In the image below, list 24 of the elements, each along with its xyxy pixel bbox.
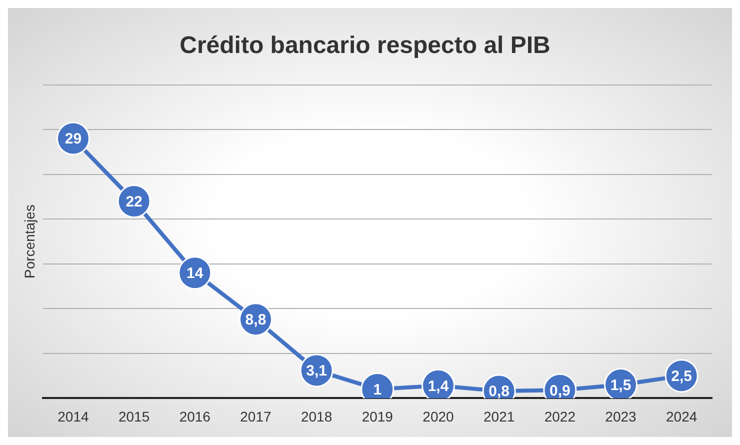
data-label: 29 [64,130,82,148]
data-label: 1,5 [610,376,632,394]
x-tick-label: 2021 [483,408,515,424]
x-tick-label: 2015 [118,408,150,424]
x-tick-label: 2019 [362,408,394,424]
data-label: 14 [186,264,204,282]
data-label: 8,8 [245,312,266,329]
x-tick-label: 2022 [544,408,576,424]
x-tick-label: 2024 [666,408,698,424]
data-label: 1,4 [428,378,450,395]
x-tick-label: 2020 [422,408,454,424]
y-axis-title: Porcentajes [21,204,38,278]
x-tick-label: 2017 [240,408,272,424]
data-label: 0,9 [549,382,570,400]
data-label: 2,5 [671,368,692,385]
x-tick-label: 2016 [179,408,211,424]
data-label: 22 [126,193,142,210]
x-tick-label: 2023 [605,408,637,424]
data-label: 3,1 [306,362,327,380]
chart-title: Crédito bancario respecto al PIB [180,32,550,60]
data-label: 1 [373,381,382,398]
data-label: 0,8 [488,383,510,400]
x-tick-label: 2014 [58,408,89,424]
x-tick-label: 2018 [300,408,332,424]
